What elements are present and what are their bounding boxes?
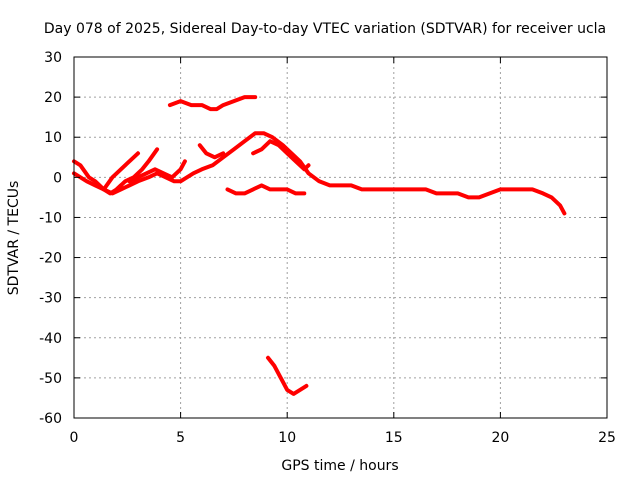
chart-title: Day 078 of 2025, Sidereal Day-to-day VTE… — [44, 21, 606, 37]
axis-ticks: 0 5 10 15 20 25 -60 -50 -40 -30 -20 -10 0 10 20 30 — [39, 50, 616, 446]
x-tick-label: 15 — [385, 430, 403, 446]
series-arc-3 — [101, 151, 140, 192]
series-arc-2 — [72, 131, 567, 216]
y-tick-label: 0 — [53, 170, 62, 186]
series-arc-6 — [167, 95, 258, 112]
y-tick-label: 10 — [44, 130, 62, 146]
y-tick-label: 30 — [44, 50, 62, 66]
y-tick-label: -40 — [39, 331, 62, 347]
series-arc-7 — [197, 143, 226, 160]
y-tick-label: -50 — [39, 371, 62, 387]
y-tick-label: -60 — [39, 411, 62, 427]
series-arc-4 — [114, 147, 160, 192]
series-arc-9 — [251, 139, 311, 172]
x-tick-label: 20 — [491, 430, 509, 446]
y-tick-label: -20 — [39, 251, 62, 267]
grid-lines — [74, 57, 607, 418]
x-tick-label: 25 — [598, 430, 616, 446]
series-arc-8 — [225, 183, 307, 196]
y-tick-label: 20 — [44, 90, 62, 106]
y-tick-label: -10 — [39, 210, 62, 226]
y-tick-label: -30 — [39, 291, 62, 307]
data-traces — [72, 95, 567, 396]
plot-frame — [73, 56, 608, 419]
y-axis-label: SDTVAR / TECUs — [6, 181, 22, 296]
x-tick-label: 10 — [278, 430, 296, 446]
x-tick-label: 5 — [176, 430, 185, 446]
series-arc-5 — [127, 159, 187, 184]
x-axis-label: GPS time / hours — [281, 458, 398, 474]
series-arc-10 — [266, 355, 309, 396]
x-tick-label: 0 — [70, 430, 79, 446]
